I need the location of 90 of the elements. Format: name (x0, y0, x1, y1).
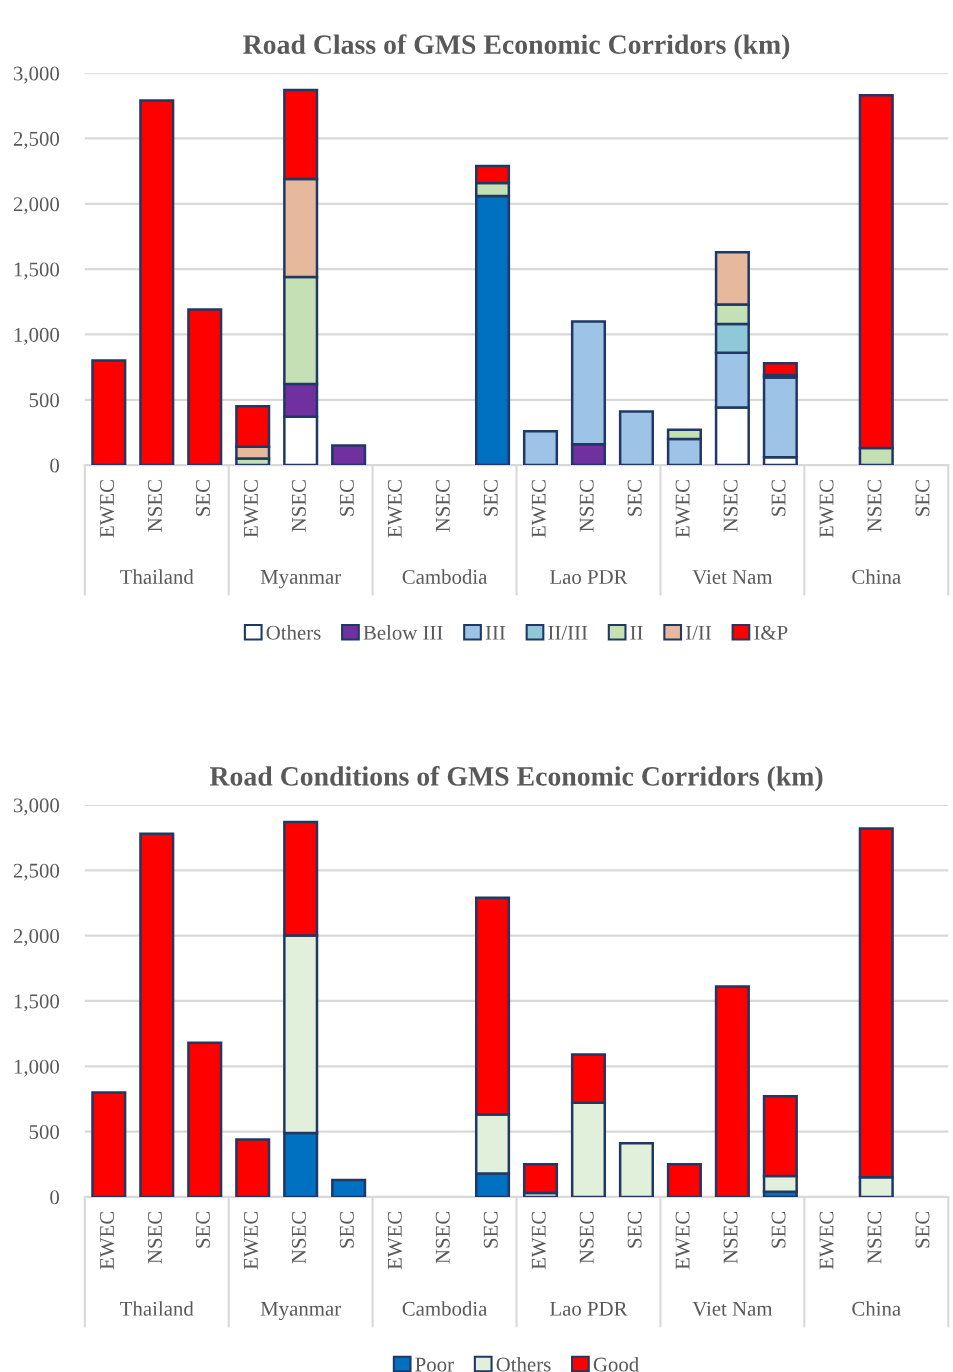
x-tick-label: SEC (771, 480, 786, 516)
x-tick-label: NSEC (867, 1211, 882, 1264)
text: Thailand (120, 1301, 194, 1316)
text: Myanmar (260, 1301, 341, 1321)
text: Thailand (120, 569, 194, 584)
x-tick-label: NSEC (579, 480, 594, 532)
chart-title: Road Conditions of GMS Economic Corridors (km) (209, 765, 823, 792)
text: China (852, 569, 901, 584)
y-tick-label: 3,000 (13, 66, 60, 84)
legend-label: I&P (754, 625, 788, 640)
bar (91, 359, 127, 466)
x-tick-label: SEC (915, 1211, 930, 1248)
bar (91, 1091, 127, 1197)
legend-label: II/III (548, 625, 588, 640)
y-tick-label: 1,000 (14, 327, 60, 345)
x-tick-label: SEC (339, 480, 354, 516)
legend-label: Good (593, 1356, 639, 1372)
y-tick-label: 2,000 (13, 928, 60, 947)
legend-label: Others (496, 1356, 551, 1372)
bar (762, 361, 798, 377)
x-tick-label: EWEC (243, 480, 259, 538)
text: Cambodia (402, 1301, 488, 1316)
x-tick-label: SEC (483, 480, 498, 516)
x-tick-label: NSEC (579, 1211, 594, 1264)
text: Cambodia (402, 569, 488, 584)
legend-label: III (485, 625, 506, 640)
text: Viet Nam (692, 570, 773, 585)
y-tick-label: 2,500 (13, 863, 60, 881)
bar (139, 99, 175, 466)
bar (331, 1178, 367, 1197)
bar (618, 410, 654, 466)
x-tick-label: EWEC (819, 480, 834, 538)
text: Myanmar (260, 570, 341, 589)
x-tick-label: NSEC (147, 1211, 162, 1264)
x-tick-label: SEC (627, 480, 642, 516)
x-tick-label: EWEC (531, 480, 546, 538)
bar (522, 429, 559, 466)
bar (522, 1163, 559, 1195)
bar (331, 444, 367, 466)
y-tick-label: 500 (29, 1124, 60, 1140)
x-tick-label: NSEC (435, 1211, 450, 1264)
bar (235, 1138, 271, 1197)
x-tick-label: SEC (339, 1211, 354, 1248)
legend-label: I/II (685, 625, 712, 640)
x-tick-label: SEC (627, 1211, 642, 1248)
legend-label: II (630, 625, 643, 640)
bar (714, 985, 750, 1197)
text: Lao PDR (550, 570, 628, 584)
x-tick-label: NSEC (723, 1211, 738, 1264)
x-tick-label: NSEC (435, 480, 450, 532)
legend-label: Poor (415, 1357, 454, 1372)
y-tick-label: 2,000 (13, 197, 60, 215)
x-tick-label: SEC (195, 480, 210, 516)
x-tick-label: SEC (915, 480, 930, 516)
y-tick-label: 1,500 (14, 262, 60, 280)
y-tick-label: 0 (50, 1190, 60, 1205)
y-tick-label: 1,500 (14, 994, 60, 1012)
x-tick-label: EWEC (675, 1211, 690, 1270)
bar (187, 1041, 223, 1197)
bar (666, 1163, 702, 1197)
x-tick-label: EWEC (387, 1211, 402, 1270)
bar (139, 832, 175, 1197)
legend-label: Others (266, 625, 321, 640)
chart-title: Road Class of GMS Economic Corridors (km) (243, 34, 790, 60)
bar (187, 308, 223, 466)
x-tick-label: SEC (195, 1211, 210, 1248)
x-tick-label: EWEC (243, 1211, 259, 1270)
y-tick-label: 500 (29, 393, 60, 408)
x-tick-label: EWEC (387, 480, 402, 538)
x-tick-label: NSEC (867, 480, 882, 532)
x-tick-label: EWEC (100, 480, 115, 538)
x-tick-label: NSEC (291, 1211, 306, 1264)
x-tick-label: EWEC (675, 480, 690, 538)
y-tick-label: 1,000 (14, 1059, 60, 1077)
y-tick-label: 2,500 (13, 131, 60, 149)
y-tick-label: 0 (50, 458, 60, 473)
y-tick-label: 3,000 (13, 798, 60, 816)
x-tick-label: EWEC (100, 1211, 115, 1270)
text: China (852, 1301, 901, 1316)
x-tick-label: NSEC (291, 480, 306, 532)
bar (618, 1142, 654, 1197)
x-tick-label: NSEC (147, 480, 162, 532)
legend-label: Below III (363, 625, 443, 640)
x-tick-label: NSEC (723, 480, 738, 532)
x-tick-label: SEC (771, 1211, 786, 1248)
text: Lao PDR (550, 1301, 628, 1316)
text: Viet Nam (692, 1301, 773, 1316)
x-tick-label: EWEC (819, 1211, 834, 1270)
x-tick-label: SEC (483, 1211, 498, 1248)
x-tick-label: EWEC (531, 1211, 546, 1270)
